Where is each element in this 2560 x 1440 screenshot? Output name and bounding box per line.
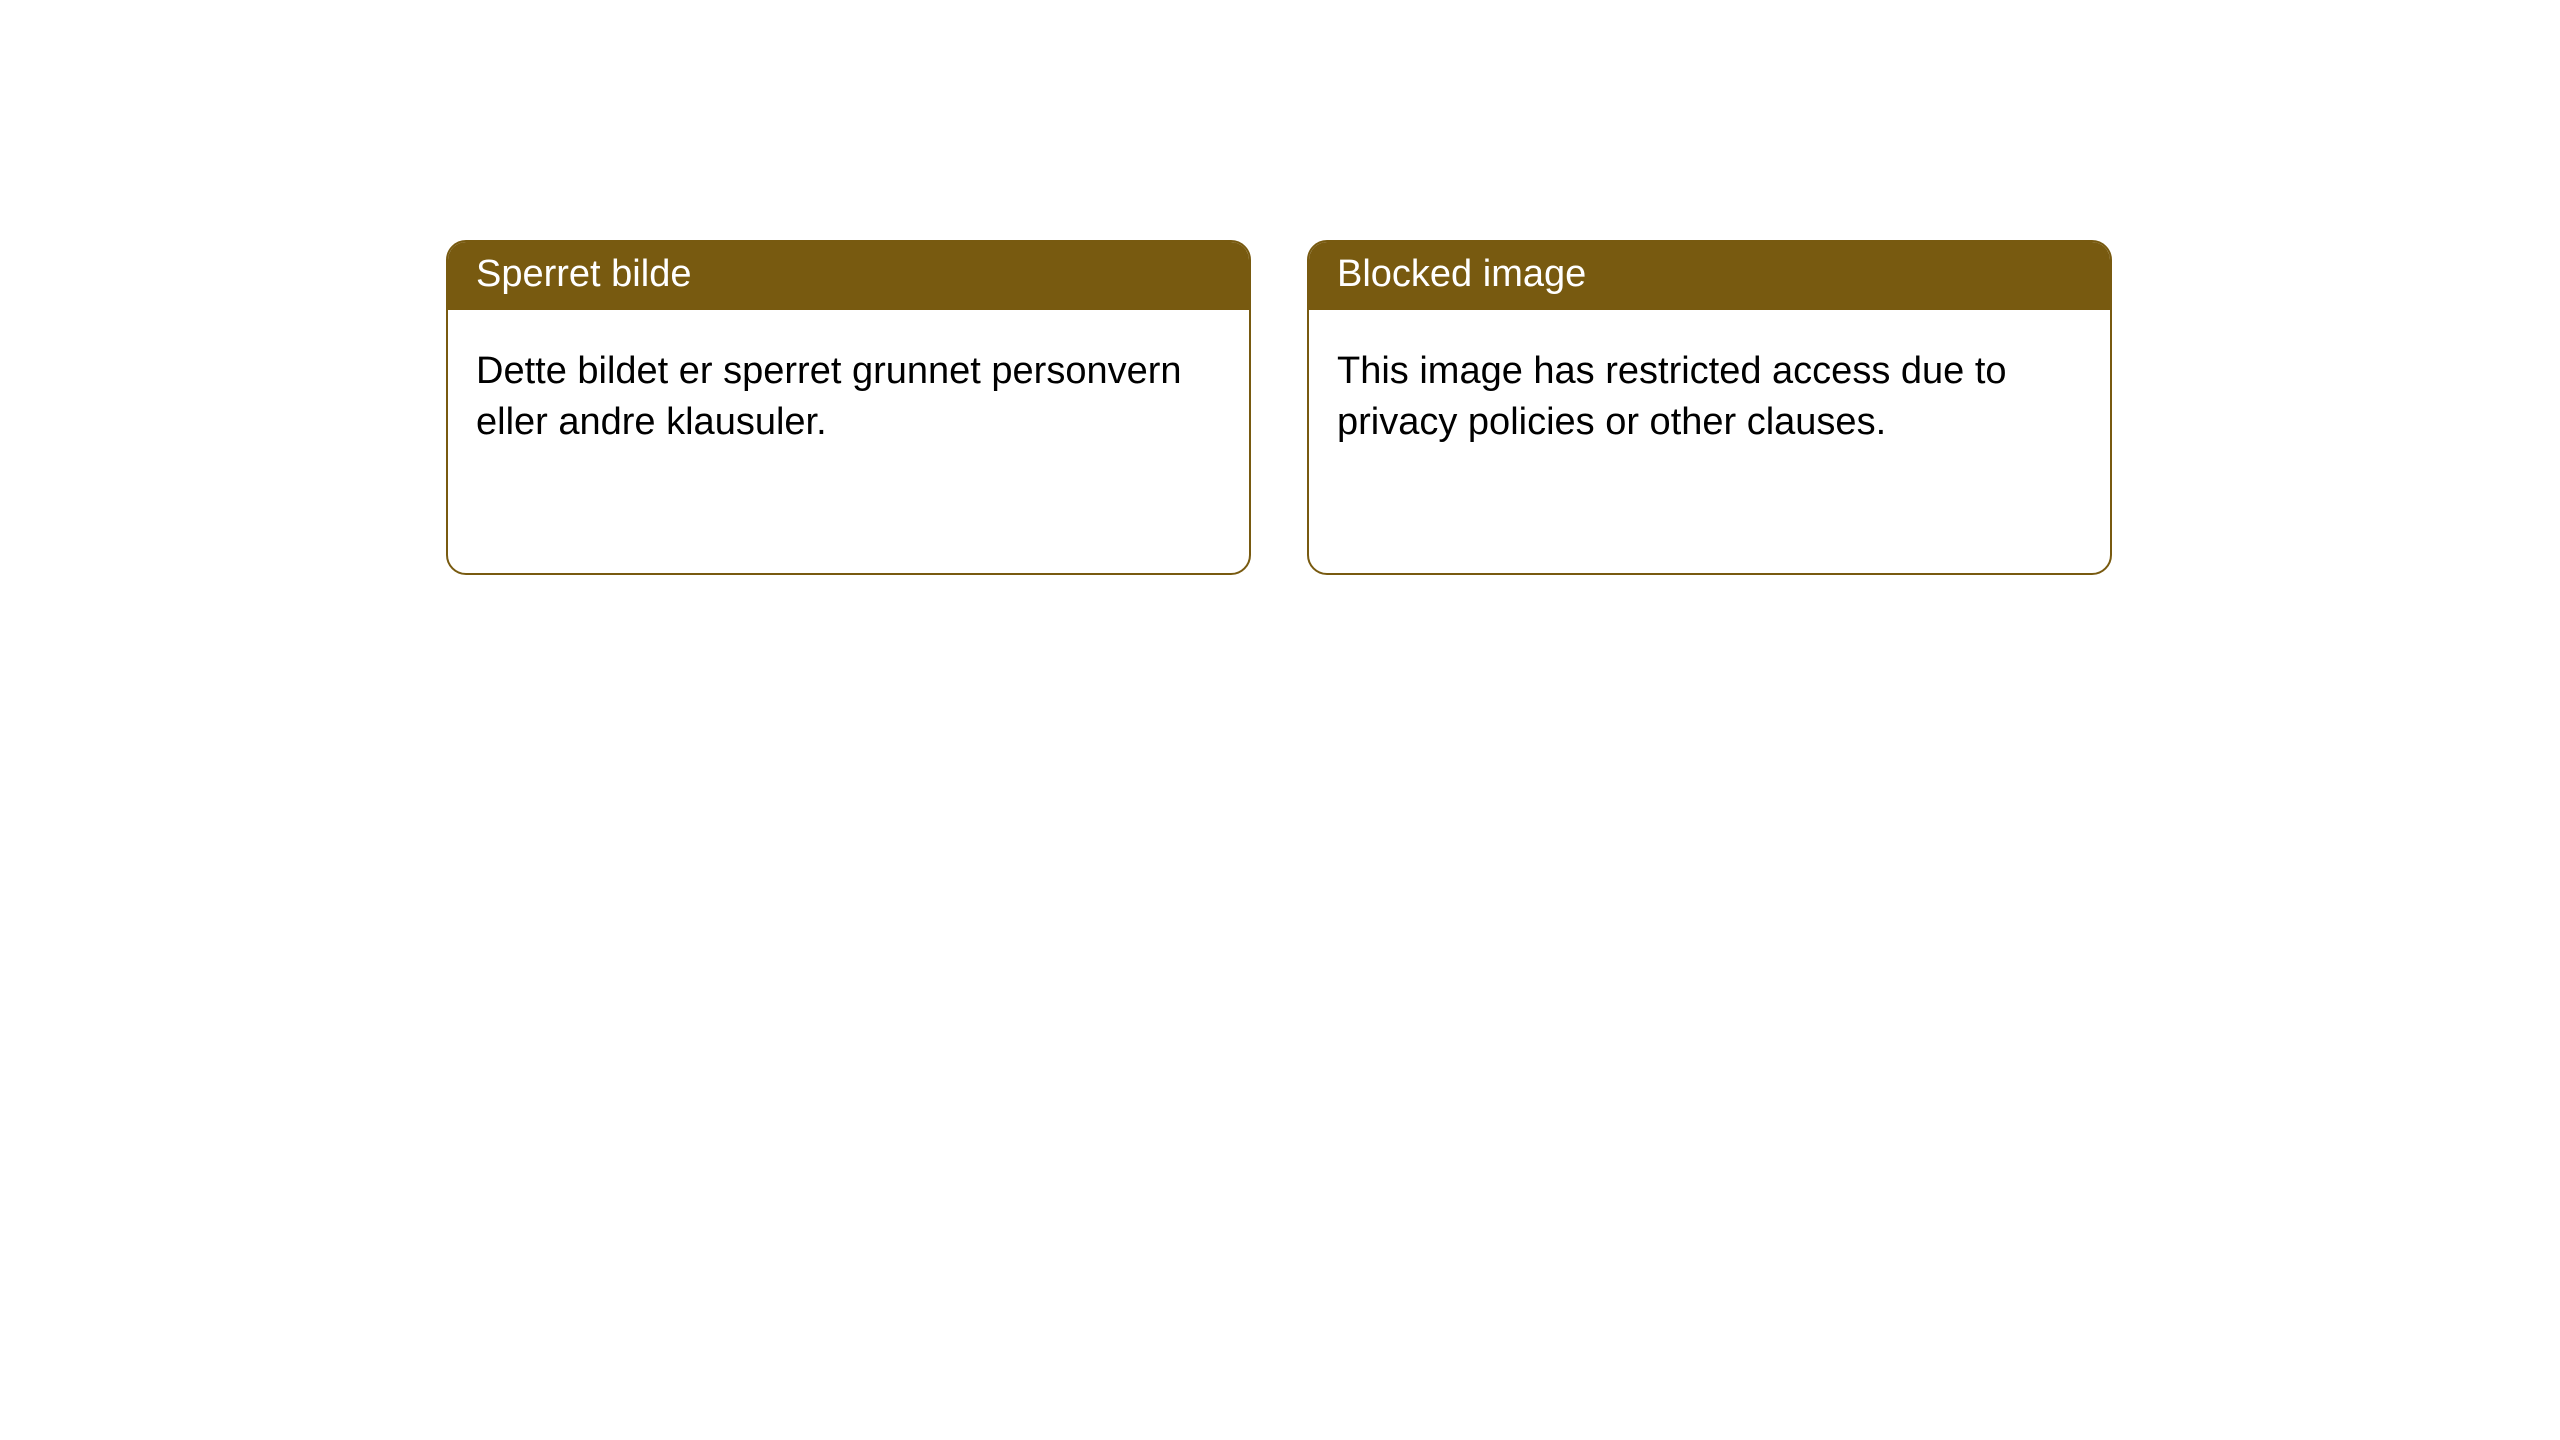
- card-header: Blocked image: [1309, 242, 2110, 310]
- card-body: This image has restricted access due to …: [1309, 310, 2110, 477]
- card-body: Dette bildet er sperret grunnet personve…: [448, 310, 1249, 477]
- card-body-text: Dette bildet er sperret grunnet personve…: [476, 350, 1182, 443]
- blocked-image-card-norwegian: Sperret bilde Dette bildet er sperret gr…: [446, 240, 1251, 575]
- notice-cards-container: Sperret bilde Dette bildet er sperret gr…: [0, 0, 2560, 575]
- card-title: Blocked image: [1337, 253, 1586, 295]
- card-title: Sperret bilde: [476, 253, 691, 295]
- card-header: Sperret bilde: [448, 242, 1249, 310]
- card-body-text: This image has restricted access due to …: [1337, 350, 2007, 443]
- blocked-image-card-english: Blocked image This image has restricted …: [1307, 240, 2112, 575]
